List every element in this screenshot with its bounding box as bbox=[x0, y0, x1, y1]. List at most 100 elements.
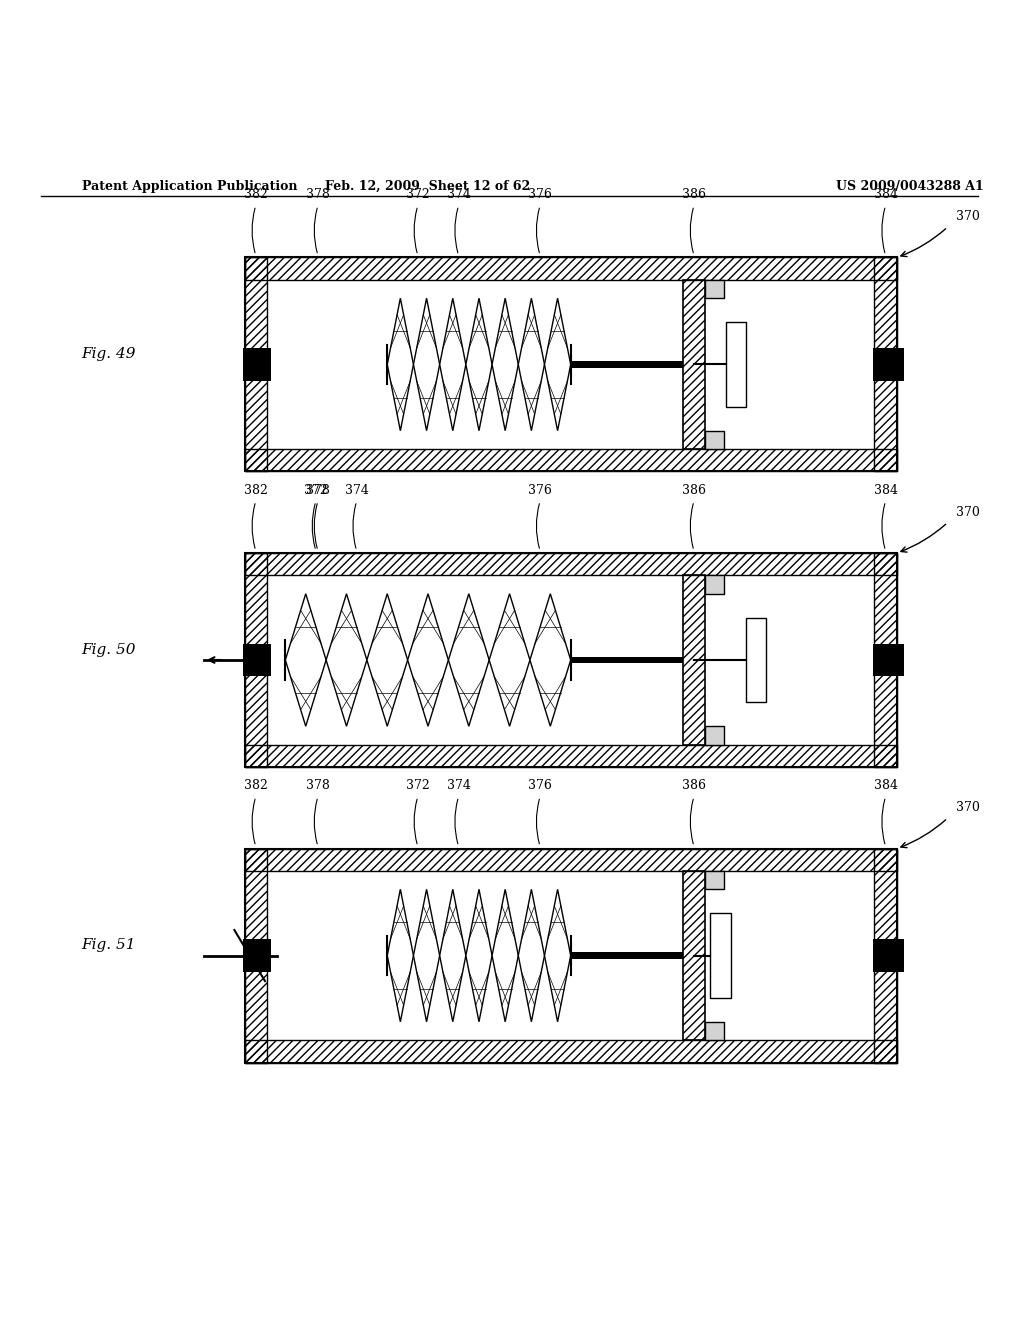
Text: 384: 384 bbox=[873, 189, 898, 202]
Polygon shape bbox=[408, 594, 449, 726]
Polygon shape bbox=[449, 594, 489, 726]
Bar bbox=[245, 553, 267, 767]
Text: 382: 382 bbox=[244, 484, 267, 496]
Polygon shape bbox=[489, 594, 530, 726]
Bar bbox=[245, 553, 897, 767]
Bar bbox=[245, 1040, 897, 1063]
Text: 372: 372 bbox=[304, 484, 328, 496]
Bar bbox=[706, 576, 874, 744]
Polygon shape bbox=[387, 890, 414, 1022]
Bar bbox=[706, 726, 724, 744]
Bar bbox=[683, 871, 706, 1040]
Polygon shape bbox=[493, 890, 518, 1022]
Text: Fig. 50: Fig. 50 bbox=[82, 643, 136, 657]
Text: 374: 374 bbox=[446, 780, 471, 792]
Bar bbox=[683, 871, 706, 1040]
Bar bbox=[245, 849, 897, 871]
Bar bbox=[726, 322, 745, 407]
Polygon shape bbox=[466, 890, 493, 1022]
Text: 378: 378 bbox=[306, 484, 330, 496]
Bar bbox=[245, 553, 897, 576]
Polygon shape bbox=[439, 890, 466, 1022]
Polygon shape bbox=[439, 298, 466, 430]
Polygon shape bbox=[530, 594, 570, 726]
Text: 386: 386 bbox=[682, 484, 706, 496]
Bar bbox=[706, 576, 724, 594]
Bar bbox=[245, 849, 897, 871]
Bar bbox=[243, 940, 271, 972]
Polygon shape bbox=[387, 298, 414, 430]
Bar bbox=[874, 553, 897, 767]
Bar bbox=[683, 576, 706, 744]
Text: US 2009/0043288 A1: US 2009/0043288 A1 bbox=[836, 180, 983, 193]
Bar bbox=[267, 280, 683, 449]
Text: 378: 378 bbox=[306, 780, 330, 792]
Bar bbox=[873, 644, 904, 676]
Bar bbox=[706, 871, 874, 1040]
Bar bbox=[245, 257, 267, 471]
Bar bbox=[706, 430, 724, 449]
Bar bbox=[245, 553, 267, 767]
Polygon shape bbox=[414, 298, 439, 430]
Text: 384: 384 bbox=[873, 484, 898, 496]
Bar bbox=[245, 257, 897, 471]
Bar bbox=[706, 280, 874, 449]
Polygon shape bbox=[493, 298, 518, 430]
Text: Patent Application Publication: Patent Application Publication bbox=[82, 180, 297, 193]
Text: 382: 382 bbox=[244, 780, 267, 792]
Text: 382: 382 bbox=[244, 189, 267, 202]
Bar bbox=[245, 553, 897, 576]
Polygon shape bbox=[545, 298, 570, 430]
Bar bbox=[570, 657, 683, 663]
Bar bbox=[706, 1022, 724, 1040]
Polygon shape bbox=[466, 298, 493, 430]
Bar bbox=[245, 257, 897, 280]
Bar bbox=[267, 576, 683, 744]
Bar bbox=[245, 849, 267, 1063]
Text: 386: 386 bbox=[682, 780, 706, 792]
Bar bbox=[245, 257, 267, 471]
Text: 370: 370 bbox=[956, 506, 980, 519]
Text: 374: 374 bbox=[345, 484, 369, 496]
Bar bbox=[683, 280, 706, 449]
Text: Fig. 49: Fig. 49 bbox=[82, 347, 136, 362]
Bar bbox=[570, 362, 683, 367]
Bar bbox=[245, 1040, 897, 1063]
Polygon shape bbox=[545, 890, 570, 1022]
Bar bbox=[874, 553, 897, 767]
Bar bbox=[706, 280, 724, 298]
Bar bbox=[245, 744, 897, 767]
Bar bbox=[874, 257, 897, 471]
Polygon shape bbox=[518, 890, 545, 1022]
Bar bbox=[245, 449, 897, 471]
Bar bbox=[243, 348, 271, 380]
Bar bbox=[245, 257, 897, 280]
Bar bbox=[245, 744, 897, 767]
Text: 384: 384 bbox=[873, 780, 898, 792]
Polygon shape bbox=[286, 594, 326, 726]
Polygon shape bbox=[518, 298, 545, 430]
Text: 378: 378 bbox=[306, 189, 330, 202]
Polygon shape bbox=[326, 594, 367, 726]
Text: 376: 376 bbox=[528, 780, 552, 792]
Bar bbox=[683, 576, 706, 744]
Bar bbox=[706, 871, 724, 890]
Text: 372: 372 bbox=[406, 189, 430, 202]
Text: 370: 370 bbox=[956, 801, 980, 814]
Text: 386: 386 bbox=[682, 189, 706, 202]
Bar bbox=[570, 953, 683, 958]
Bar bbox=[874, 849, 897, 1063]
Text: 376: 376 bbox=[528, 484, 552, 496]
Bar bbox=[267, 871, 683, 1040]
Text: 374: 374 bbox=[446, 189, 471, 202]
Bar bbox=[873, 348, 904, 380]
Bar bbox=[874, 849, 897, 1063]
Bar bbox=[711, 913, 731, 998]
Bar bbox=[745, 618, 766, 702]
Text: 372: 372 bbox=[406, 780, 430, 792]
Polygon shape bbox=[414, 890, 439, 1022]
Text: Fig. 51: Fig. 51 bbox=[82, 939, 136, 952]
Text: 370: 370 bbox=[956, 210, 980, 223]
Bar bbox=[874, 257, 897, 471]
Bar bbox=[873, 940, 904, 972]
